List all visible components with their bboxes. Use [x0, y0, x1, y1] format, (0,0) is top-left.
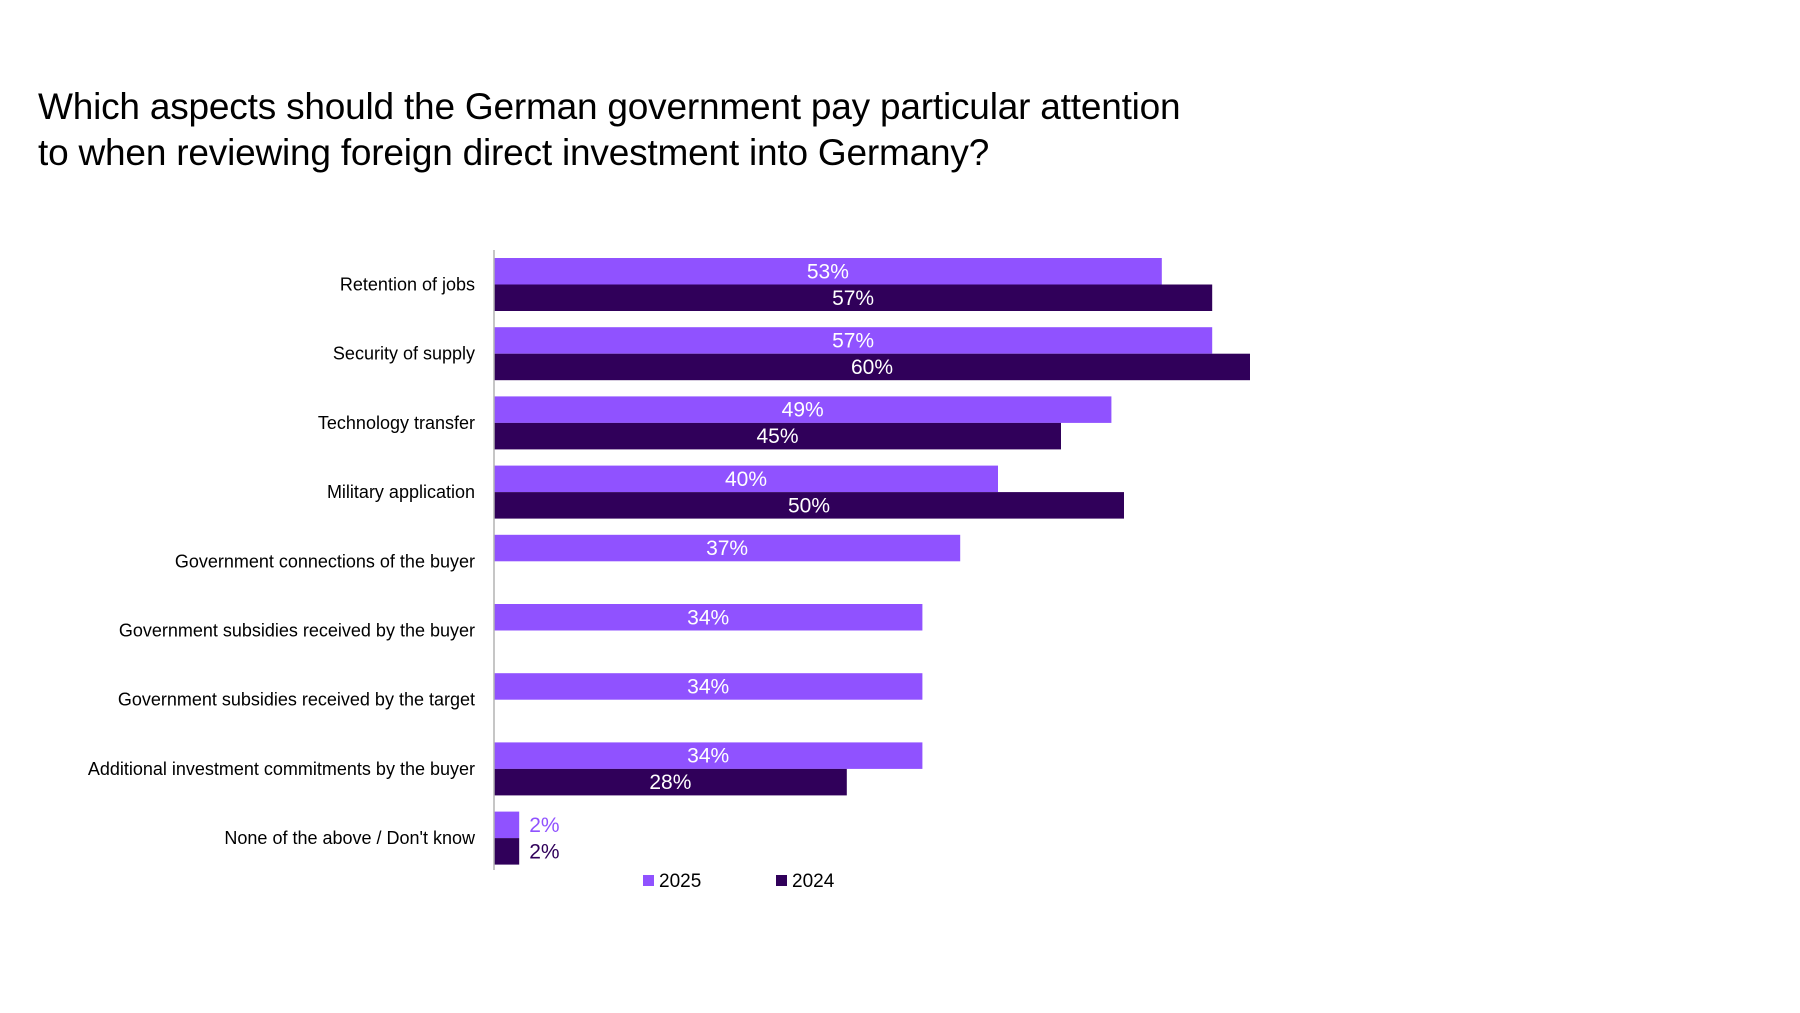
- chart-title: Which aspects should the German governme…: [38, 84, 1338, 176]
- data-label-2024-security-of-supply: 60%: [851, 356, 893, 379]
- legend-swatch-2024: [776, 875, 787, 886]
- category-label-security-of-supply: Security of supply: [333, 344, 475, 364]
- data-label-2024-technology-transfer: 45%: [756, 425, 798, 448]
- data-label-2024-military-application: 50%: [788, 494, 830, 517]
- bar-2025-government-connections-of-the-buyer: [494, 534, 961, 562]
- bar-2025-retention-of-jobs: [494, 258, 1162, 285]
- data-label-2025-government-subsidies-received-by-the-target: 34%: [687, 675, 729, 698]
- data-label-2024-retention-of-jobs: 57%: [832, 287, 874, 310]
- bar-2025-technology-transfer: [494, 396, 1112, 423]
- data-label-2025-government-connections-of-the-buyer: 37%: [706, 537, 748, 560]
- legend: 2025 2024: [643, 871, 835, 892]
- bar-2024-retention-of-jobs: [494, 284, 1213, 311]
- legend-label-2024: 2024: [792, 871, 835, 892]
- bar-2024-technology-transfer: [494, 422, 1061, 450]
- bar-2024-none-of-the-above-don-t-know: [494, 838, 520, 865]
- bar-2025-none-of-the-above-don-t-know: [494, 811, 520, 839]
- category-label-government-connections-of-the-buyer: Government connections of the buyer: [175, 551, 475, 571]
- bar-2025-security-of-supply: [494, 327, 1213, 354]
- data-label-2024-additional-investment-commitments-by-the-buyer: 28%: [649, 771, 691, 794]
- chart-title-line-2: to when reviewing foreign direct investm…: [38, 132, 990, 173]
- category-label-none-of-the-above-don-t-know: None of the above / Don't know: [224, 828, 476, 848]
- data-label-2024-none-of-the-above-don-t-know: 2%: [529, 840, 559, 863]
- category-label-technology-transfer: Technology transfer: [318, 413, 475, 433]
- data-label-2025-technology-transfer: 49%: [782, 399, 824, 422]
- bar-2025-additional-investment-commitments-by-the-buyer: [494, 742, 923, 769]
- bar-2024-security-of-supply: [494, 353, 1250, 381]
- legend-swatch-2025: [643, 875, 654, 886]
- category-label-government-subsidies-received-by-the-target: Government subsidies received by the tar…: [118, 690, 475, 710]
- bar-2025-military-application: [494, 465, 998, 493]
- bar-2025-government-subsidies-received-by-the-buyer: [494, 604, 923, 631]
- bar-2024-military-application: [494, 492, 1124, 519]
- data-label-2025-government-subsidies-received-by-the-buyer: 34%: [687, 606, 729, 629]
- category-label-military-application: Military application: [327, 482, 475, 502]
- data-label-2025-retention-of-jobs: 53%: [807, 260, 849, 283]
- data-label-2025-none-of-the-above-don-t-know: 2%: [529, 814, 559, 837]
- category-labels: Retention of jobs Security of supply Techn…: [88, 275, 476, 849]
- category-label-additional-investment-commitments-by-the-buyer: Additional investment commitments by the…: [88, 759, 475, 779]
- category-label-government-subsidies-received-by-the-buyer: Government subsidies received by the buy…: [119, 621, 475, 641]
- data-label-2025-security-of-supply: 57%: [832, 329, 874, 352]
- chart-title-line-1: Which aspects should the German governme…: [38, 86, 1181, 127]
- category-label-retention-of-jobs: Retention of jobs: [340, 275, 475, 295]
- data-label-2025-military-application: 40%: [725, 468, 767, 491]
- legend-label-2025: 2025: [659, 871, 701, 892]
- bar-2024-additional-investment-commitments-by-the-buyer: [494, 768, 847, 796]
- bars-layer: 53% 57% 57% 60% 49% 45% 40% 50% 37% 34% 34% 34% 28% 2…: [494, 258, 1250, 865]
- bar-2025-government-subsidies-received-by-the-target: [494, 673, 923, 700]
- data-label-2025-additional-investment-commitments-by-the-buyer: 34%: [687, 745, 729, 768]
